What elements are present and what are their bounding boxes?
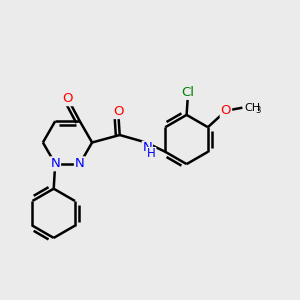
Text: 3: 3 [255, 106, 260, 115]
Text: H: H [147, 147, 156, 161]
Text: N: N [50, 157, 60, 170]
Text: O: O [62, 92, 73, 105]
Text: Cl: Cl [182, 86, 195, 99]
Text: CH: CH [244, 103, 260, 113]
Text: N: N [75, 157, 85, 170]
Text: O: O [221, 104, 231, 117]
Text: O: O [113, 105, 124, 118]
Text: N: N [142, 141, 152, 154]
